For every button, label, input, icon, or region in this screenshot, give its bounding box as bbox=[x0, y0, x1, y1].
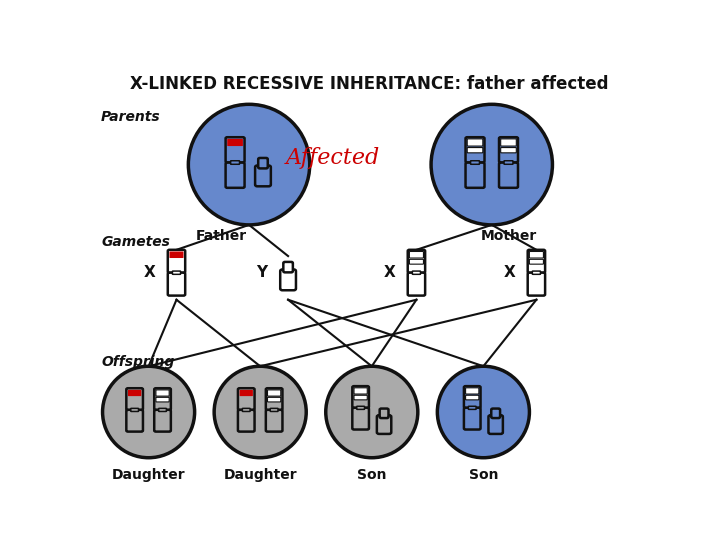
FancyBboxPatch shape bbox=[356, 406, 364, 409]
FancyBboxPatch shape bbox=[154, 388, 171, 410]
FancyBboxPatch shape bbox=[240, 390, 253, 396]
Text: X: X bbox=[384, 265, 395, 280]
FancyBboxPatch shape bbox=[169, 252, 184, 258]
Ellipse shape bbox=[102, 366, 194, 458]
FancyBboxPatch shape bbox=[238, 388, 255, 410]
FancyBboxPatch shape bbox=[154, 410, 171, 431]
FancyBboxPatch shape bbox=[471, 161, 480, 164]
FancyBboxPatch shape bbox=[283, 262, 293, 272]
FancyBboxPatch shape bbox=[266, 410, 282, 431]
FancyBboxPatch shape bbox=[467, 139, 483, 146]
FancyBboxPatch shape bbox=[466, 137, 485, 163]
FancyBboxPatch shape bbox=[128, 390, 141, 396]
FancyBboxPatch shape bbox=[504, 161, 513, 164]
FancyBboxPatch shape bbox=[500, 139, 516, 146]
FancyBboxPatch shape bbox=[225, 163, 245, 188]
FancyBboxPatch shape bbox=[466, 395, 479, 400]
FancyBboxPatch shape bbox=[158, 408, 166, 411]
FancyBboxPatch shape bbox=[377, 415, 391, 434]
FancyBboxPatch shape bbox=[225, 137, 245, 163]
FancyBboxPatch shape bbox=[464, 408, 480, 429]
FancyBboxPatch shape bbox=[408, 273, 425, 295]
FancyBboxPatch shape bbox=[410, 252, 423, 258]
FancyBboxPatch shape bbox=[126, 388, 143, 410]
FancyBboxPatch shape bbox=[491, 409, 500, 418]
Text: Y: Y bbox=[256, 265, 267, 280]
Text: Affected: Affected bbox=[286, 147, 380, 170]
FancyBboxPatch shape bbox=[266, 388, 282, 410]
FancyBboxPatch shape bbox=[228, 139, 243, 146]
FancyBboxPatch shape bbox=[413, 271, 420, 274]
FancyBboxPatch shape bbox=[172, 271, 181, 274]
FancyBboxPatch shape bbox=[168, 273, 185, 295]
FancyBboxPatch shape bbox=[258, 158, 268, 168]
FancyBboxPatch shape bbox=[280, 269, 296, 291]
FancyBboxPatch shape bbox=[268, 397, 281, 402]
FancyBboxPatch shape bbox=[500, 147, 516, 153]
FancyBboxPatch shape bbox=[499, 137, 518, 163]
FancyBboxPatch shape bbox=[354, 388, 367, 394]
Text: Son: Son bbox=[357, 468, 387, 482]
FancyBboxPatch shape bbox=[499, 163, 518, 188]
FancyBboxPatch shape bbox=[379, 409, 389, 418]
FancyBboxPatch shape bbox=[466, 163, 485, 188]
FancyBboxPatch shape bbox=[352, 386, 369, 408]
Text: Daughter: Daughter bbox=[112, 468, 186, 482]
Ellipse shape bbox=[189, 104, 310, 225]
Text: Offspring: Offspring bbox=[101, 355, 174, 369]
FancyBboxPatch shape bbox=[468, 406, 476, 409]
Ellipse shape bbox=[214, 366, 306, 458]
FancyBboxPatch shape bbox=[156, 397, 169, 402]
FancyBboxPatch shape bbox=[528, 273, 545, 295]
FancyBboxPatch shape bbox=[466, 388, 479, 394]
FancyBboxPatch shape bbox=[529, 252, 544, 258]
Text: Son: Son bbox=[469, 468, 498, 482]
FancyBboxPatch shape bbox=[408, 250, 425, 273]
FancyBboxPatch shape bbox=[270, 408, 278, 411]
FancyBboxPatch shape bbox=[156, 390, 169, 396]
FancyBboxPatch shape bbox=[352, 408, 369, 429]
FancyBboxPatch shape bbox=[354, 395, 367, 400]
Text: X-LINKED RECESSIVE INHERITANCE: father affected: X-LINKED RECESSIVE INHERITANCE: father a… bbox=[130, 75, 608, 93]
Text: X: X bbox=[143, 265, 156, 280]
FancyBboxPatch shape bbox=[268, 390, 281, 396]
Text: Mother: Mother bbox=[480, 229, 536, 243]
FancyBboxPatch shape bbox=[532, 271, 541, 274]
Ellipse shape bbox=[437, 366, 529, 458]
FancyBboxPatch shape bbox=[464, 386, 480, 408]
Text: Parents: Parents bbox=[101, 110, 161, 124]
FancyBboxPatch shape bbox=[230, 161, 240, 164]
FancyBboxPatch shape bbox=[243, 408, 250, 411]
FancyBboxPatch shape bbox=[529, 259, 544, 264]
FancyBboxPatch shape bbox=[467, 147, 483, 153]
FancyBboxPatch shape bbox=[255, 165, 271, 186]
FancyBboxPatch shape bbox=[126, 410, 143, 431]
FancyBboxPatch shape bbox=[488, 415, 503, 434]
Text: X: X bbox=[503, 265, 516, 280]
FancyBboxPatch shape bbox=[168, 250, 185, 273]
FancyBboxPatch shape bbox=[410, 259, 423, 264]
Text: Daughter: Daughter bbox=[223, 468, 297, 482]
Ellipse shape bbox=[325, 366, 418, 458]
Ellipse shape bbox=[431, 104, 552, 225]
Text: Father: Father bbox=[196, 229, 247, 243]
FancyBboxPatch shape bbox=[131, 408, 138, 411]
FancyBboxPatch shape bbox=[238, 410, 255, 431]
FancyBboxPatch shape bbox=[528, 250, 545, 273]
Text: Gametes: Gametes bbox=[101, 234, 170, 248]
